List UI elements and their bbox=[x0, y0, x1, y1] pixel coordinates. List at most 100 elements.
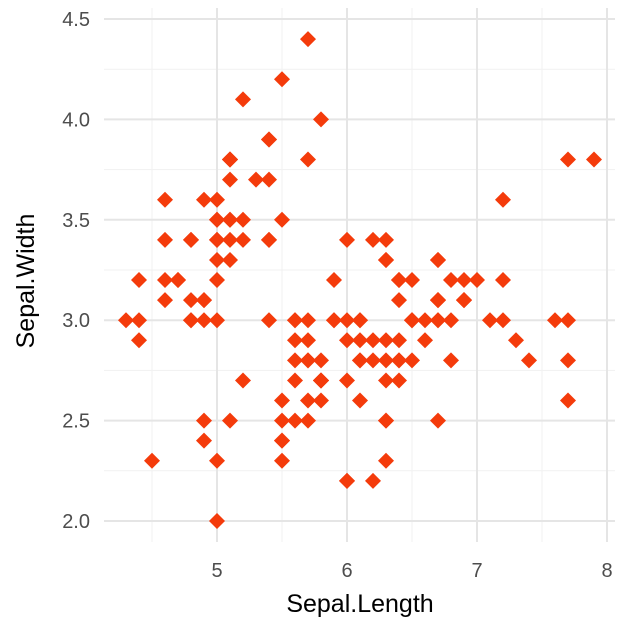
data-point bbox=[339, 312, 355, 329]
data-point bbox=[209, 452, 225, 469]
data-point bbox=[378, 372, 394, 389]
data-point bbox=[300, 412, 316, 429]
data-point bbox=[430, 292, 446, 309]
data-point bbox=[274, 392, 290, 409]
data-point bbox=[157, 231, 173, 248]
data-point bbox=[547, 312, 563, 329]
data-point bbox=[157, 292, 173, 309]
x-tick-labels: 5 6 7 8 bbox=[211, 560, 612, 582]
data-point bbox=[261, 131, 277, 148]
data-point bbox=[235, 231, 251, 248]
data-point bbox=[391, 272, 407, 289]
data-point bbox=[196, 312, 212, 329]
data-point bbox=[365, 332, 381, 349]
data-point bbox=[170, 272, 186, 289]
data-point bbox=[404, 272, 420, 289]
y-tick-label: 3.0 bbox=[62, 310, 90, 332]
data-point bbox=[287, 312, 303, 329]
data-point bbox=[391, 372, 407, 389]
data-point bbox=[456, 292, 472, 309]
major-gridlines bbox=[104, 8, 615, 542]
data-point bbox=[235, 372, 251, 389]
data-point bbox=[209, 211, 225, 228]
data-point bbox=[235, 91, 251, 108]
data-point bbox=[131, 332, 147, 349]
data-point bbox=[287, 332, 303, 349]
data-point bbox=[196, 292, 212, 309]
y-tick-label: 4.0 bbox=[62, 109, 90, 131]
y-tick-label: 2.0 bbox=[62, 511, 90, 533]
data-point bbox=[222, 211, 238, 228]
data-point bbox=[495, 191, 511, 208]
y-tick-label: 2.5 bbox=[62, 411, 90, 433]
data-point bbox=[261, 231, 277, 248]
data-point bbox=[430, 412, 446, 429]
data-point bbox=[560, 352, 576, 369]
data-point bbox=[365, 472, 381, 489]
data-point bbox=[300, 312, 316, 329]
data-point bbox=[131, 312, 147, 329]
data-point bbox=[313, 372, 329, 389]
data-point bbox=[261, 312, 277, 329]
data-point bbox=[287, 372, 303, 389]
data-point bbox=[456, 272, 472, 289]
data-point bbox=[469, 272, 485, 289]
data-point bbox=[378, 231, 394, 248]
y-axis-title: Sepal.Width bbox=[12, 214, 40, 349]
data-point bbox=[417, 312, 433, 329]
data-point bbox=[222, 412, 238, 429]
data-point bbox=[235, 211, 251, 228]
data-point bbox=[222, 231, 238, 248]
data-point bbox=[378, 332, 394, 349]
x-tick-label: 7 bbox=[471, 560, 482, 582]
data-point bbox=[274, 452, 290, 469]
data-point bbox=[300, 151, 316, 168]
data-point bbox=[560, 151, 576, 168]
data-point bbox=[508, 332, 524, 349]
data-point bbox=[326, 312, 342, 329]
data-point bbox=[144, 452, 160, 469]
data-point bbox=[209, 231, 225, 248]
data-point bbox=[287, 412, 303, 429]
data-point bbox=[378, 251, 394, 268]
data-point bbox=[560, 312, 576, 329]
data-point bbox=[183, 292, 199, 309]
x-tick-label: 6 bbox=[341, 560, 352, 582]
data-point bbox=[209, 251, 225, 268]
data-point bbox=[352, 312, 368, 329]
data-point bbox=[339, 472, 355, 489]
data-point bbox=[430, 251, 446, 268]
data-point bbox=[222, 151, 238, 168]
data-point bbox=[339, 372, 355, 389]
data-point bbox=[391, 332, 407, 349]
data-point bbox=[300, 31, 316, 48]
data-point bbox=[417, 332, 433, 349]
data-point bbox=[183, 312, 199, 329]
data-point bbox=[482, 312, 498, 329]
data-point bbox=[196, 432, 212, 449]
data-point bbox=[378, 352, 394, 369]
data-point bbox=[404, 352, 420, 369]
data-point bbox=[261, 171, 277, 188]
x-tick-label: 5 bbox=[211, 560, 222, 582]
data-points bbox=[118, 31, 602, 529]
data-point bbox=[300, 352, 316, 369]
data-point bbox=[222, 171, 238, 188]
data-point bbox=[196, 412, 212, 429]
data-point bbox=[157, 272, 173, 289]
data-point bbox=[274, 211, 290, 228]
data-point bbox=[365, 231, 381, 248]
data-point bbox=[300, 332, 316, 349]
data-point bbox=[196, 191, 212, 208]
y-tick-label: 3.5 bbox=[62, 210, 90, 232]
data-point bbox=[495, 312, 511, 329]
data-point bbox=[326, 272, 342, 289]
data-point bbox=[339, 332, 355, 349]
data-point bbox=[521, 352, 537, 369]
data-point bbox=[209, 312, 225, 329]
data-point bbox=[339, 231, 355, 248]
data-point bbox=[560, 392, 576, 409]
data-point bbox=[183, 231, 199, 248]
data-point bbox=[404, 312, 420, 329]
